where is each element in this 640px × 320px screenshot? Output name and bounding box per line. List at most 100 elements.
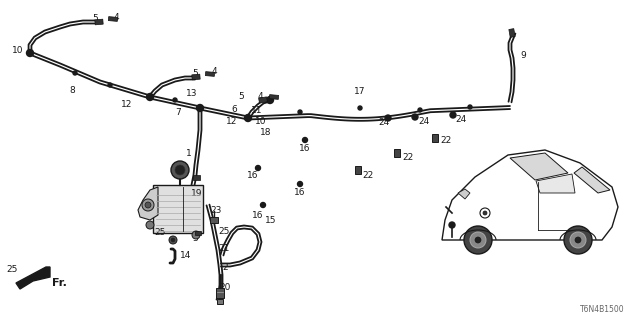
Text: 5: 5 — [92, 13, 98, 22]
Polygon shape — [108, 17, 118, 21]
Circle shape — [470, 232, 486, 248]
Circle shape — [266, 97, 273, 103]
Text: 25: 25 — [218, 227, 229, 236]
Circle shape — [298, 110, 302, 114]
Polygon shape — [259, 97, 268, 103]
Circle shape — [418, 108, 422, 112]
Circle shape — [142, 199, 154, 211]
Text: 7: 7 — [175, 108, 180, 116]
Circle shape — [73, 71, 77, 75]
Circle shape — [175, 165, 185, 175]
Circle shape — [449, 222, 455, 228]
Circle shape — [173, 98, 177, 102]
Circle shape — [480, 208, 490, 218]
Text: 12: 12 — [226, 116, 237, 125]
Text: 20: 20 — [220, 284, 230, 292]
Circle shape — [171, 238, 175, 242]
Circle shape — [260, 203, 266, 207]
Polygon shape — [536, 174, 575, 193]
Circle shape — [255, 165, 260, 171]
Polygon shape — [458, 189, 470, 199]
Circle shape — [570, 232, 586, 248]
Polygon shape — [138, 187, 158, 220]
Text: 12: 12 — [120, 100, 132, 108]
Text: 8: 8 — [69, 85, 75, 94]
Text: 5: 5 — [192, 68, 198, 77]
Polygon shape — [269, 95, 278, 100]
Circle shape — [146, 221, 154, 229]
Text: 5: 5 — [238, 92, 244, 100]
Text: 25: 25 — [6, 266, 18, 275]
Bar — [217, 299, 223, 304]
Circle shape — [192, 231, 200, 239]
Polygon shape — [510, 153, 568, 180]
Circle shape — [450, 112, 456, 118]
Polygon shape — [16, 267, 50, 289]
Polygon shape — [509, 28, 515, 37]
Polygon shape — [205, 72, 214, 76]
Text: 13: 13 — [186, 89, 198, 98]
Circle shape — [483, 211, 487, 215]
Text: 2: 2 — [222, 263, 228, 273]
Bar — [210, 217, 218, 223]
Text: 16: 16 — [246, 171, 258, 180]
Circle shape — [385, 115, 391, 121]
Text: 9: 9 — [520, 51, 525, 60]
Text: 10: 10 — [255, 116, 266, 125]
Bar — [216, 288, 224, 298]
Polygon shape — [193, 174, 200, 180]
Text: 23: 23 — [210, 205, 221, 214]
Circle shape — [169, 236, 177, 244]
Text: 19: 19 — [191, 188, 202, 197]
Polygon shape — [192, 74, 200, 80]
Text: 14: 14 — [180, 251, 191, 260]
Text: Fr.: Fr. — [52, 278, 67, 288]
Circle shape — [475, 237, 481, 243]
Text: 16: 16 — [294, 188, 305, 196]
Circle shape — [244, 115, 252, 122]
Text: 24: 24 — [418, 116, 429, 125]
Text: 18: 18 — [260, 127, 271, 137]
Bar — [432, 134, 438, 142]
Circle shape — [468, 105, 472, 109]
Circle shape — [196, 105, 204, 111]
Polygon shape — [95, 19, 103, 25]
Circle shape — [575, 237, 581, 243]
Text: 3: 3 — [192, 234, 198, 243]
Text: 10: 10 — [12, 45, 23, 54]
Polygon shape — [574, 167, 610, 193]
Bar — [355, 166, 361, 174]
Text: 22: 22 — [402, 153, 413, 162]
Circle shape — [564, 226, 592, 254]
Text: 11: 11 — [251, 106, 262, 115]
Bar — [394, 149, 400, 157]
Polygon shape — [195, 231, 201, 235]
Circle shape — [108, 83, 112, 87]
Bar — [153, 185, 203, 233]
Text: T6N4B1500: T6N4B1500 — [580, 305, 625, 314]
Circle shape — [145, 202, 151, 208]
Circle shape — [303, 138, 307, 142]
Circle shape — [412, 114, 418, 120]
Text: 24: 24 — [455, 115, 467, 124]
Text: 17: 17 — [355, 86, 365, 95]
Text: 15: 15 — [265, 215, 276, 225]
Circle shape — [171, 161, 189, 179]
Text: 4: 4 — [212, 67, 218, 76]
Text: 21: 21 — [218, 244, 229, 252]
Text: 22: 22 — [440, 135, 451, 145]
Text: 16: 16 — [298, 143, 310, 153]
Text: 24: 24 — [379, 117, 390, 126]
Circle shape — [358, 106, 362, 110]
Polygon shape — [442, 150, 618, 240]
Circle shape — [26, 50, 33, 57]
Text: 4: 4 — [258, 92, 264, 100]
Text: 22: 22 — [362, 171, 373, 180]
Circle shape — [298, 181, 303, 187]
Circle shape — [464, 226, 492, 254]
Text: 16: 16 — [252, 211, 263, 220]
Text: 25: 25 — [155, 228, 166, 236]
Circle shape — [147, 93, 154, 100]
Text: 6: 6 — [231, 105, 237, 114]
Text: 1: 1 — [186, 148, 192, 157]
